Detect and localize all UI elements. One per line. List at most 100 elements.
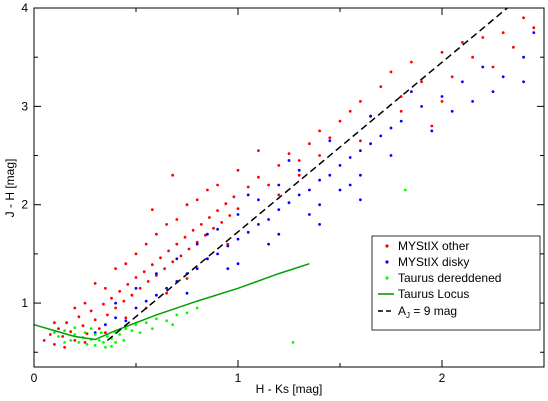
point-mystix-other [232,195,236,199]
point-mystix-other [246,185,250,189]
point-mystix-other [430,124,434,128]
point-mystix-other [155,232,158,236]
point-mystix-disky [165,286,169,290]
point-mystix-disky [216,252,220,256]
legend-marker-mystix-other [385,244,389,248]
point-mystix-other [165,291,169,295]
line-taurus-locus [33,262,310,341]
point-mystix-other [216,209,220,213]
point-mystix-disky [318,178,321,182]
point-mystix-other [187,247,191,251]
point-mystix-other [185,203,189,207]
point-mystix-disky [348,183,352,187]
point-mystix-other [63,345,66,349]
point-taurus-dereddened [171,323,175,327]
point-mystix-other [450,75,454,79]
point-mystix-disky [216,227,220,231]
point-taurus-dereddened [77,341,81,344]
point-mystix-other [308,142,311,146]
point-mystix-other [102,302,105,306]
point-mystix-disky [348,156,352,159]
point-mystix-other [228,214,232,217]
point-mystix-other [206,188,209,192]
point-mystix-disky [481,65,485,69]
point-mystix-disky [532,31,536,34]
point-mystix-disky [318,203,321,207]
point-mystix-disky [155,293,158,297]
point-mystix-other [522,16,525,20]
legend-label-mystix-other: MYStIX other [398,239,469,253]
point-mystix-other [126,283,130,286]
point-mystix-disky [328,173,332,177]
point-mystix-other [277,164,281,167]
point-mystix-other [130,293,134,297]
point-mystix-other [440,50,444,54]
point-mystix-other [224,202,228,206]
point-taurus-dereddened [150,327,154,330]
point-mystix-other [57,327,60,330]
point-mystix-disky [277,232,281,236]
point-taurus-dereddened [104,345,107,349]
point-mystix-other [216,183,220,187]
point-mystix-other [179,254,183,258]
point-mystix-other [183,235,187,239]
point-taurus-dereddened [83,331,87,334]
point-mystix-other [42,339,46,342]
x-tick-label: 1 [235,371,242,385]
legend-box [371,235,541,331]
point-mystix-other [212,226,215,230]
point-mystix-disky [379,134,383,138]
point-mystix-disky [114,316,117,320]
point-mystix-other [97,327,101,330]
x-tick-label: 2 [439,371,446,385]
line-a-j-9-mag [106,7,508,341]
point-mystix-other [134,276,138,279]
point-mystix-other [83,301,87,305]
point-taurus-dereddened [138,331,142,334]
point-mystix-other [287,152,291,156]
point-mystix-other [134,252,138,256]
point-mystix-other [220,221,224,224]
point-mystix-disky [144,299,148,303]
point-taurus-dereddened [73,326,77,330]
point-mystix-other [144,242,148,246]
legend: MYStIX other MYStIX disky Taurus deredde… [371,235,541,331]
point-mystix-disky [277,208,281,212]
point-mystix-other [277,193,281,197]
point-taurus-dereddened [63,329,66,332]
point-taurus-dereddened [69,339,73,342]
point-mystix-disky [297,168,301,172]
point-mystix-disky [124,319,128,323]
point-mystix-disky [246,193,250,197]
point-mystix-other [122,299,126,303]
point-mystix-other [359,139,362,143]
point-mystix-other [93,282,97,285]
point-taurus-dereddened [403,188,407,192]
point-mystix-disky [185,291,189,295]
point-mystix-disky [389,154,393,157]
y-axis-label: J - H [mag] [3,159,17,218]
point-taurus-dereddened [93,333,97,336]
point-mystix-disky [277,183,281,187]
point-mystix-other [104,286,107,290]
point-mystix-disky [206,257,209,261]
legend-label-sub: J [406,311,410,320]
point-mystix-other [191,228,195,232]
legend-marker-taurus-dereddened [385,276,389,280]
point-taurus-dereddened [124,327,128,330]
point-mystix-disky [450,109,454,113]
point-taurus-dereddened [134,323,138,327]
point-mystix-other [348,109,352,113]
point-mystix-other [106,313,109,317]
points-layer [42,16,536,349]
point-mystix-other [142,270,146,273]
point-taurus-dereddened [106,335,109,338]
point-mystix-other [53,343,56,346]
point-mystix-other [338,119,342,123]
point-taurus-dereddened [99,331,103,334]
x-tick-label: 0 [31,371,38,385]
point-mystix-disky [440,95,444,98]
point-mystix-disky [399,119,403,123]
point-mystix-other [118,289,122,293]
point-mystix-disky [246,230,250,234]
